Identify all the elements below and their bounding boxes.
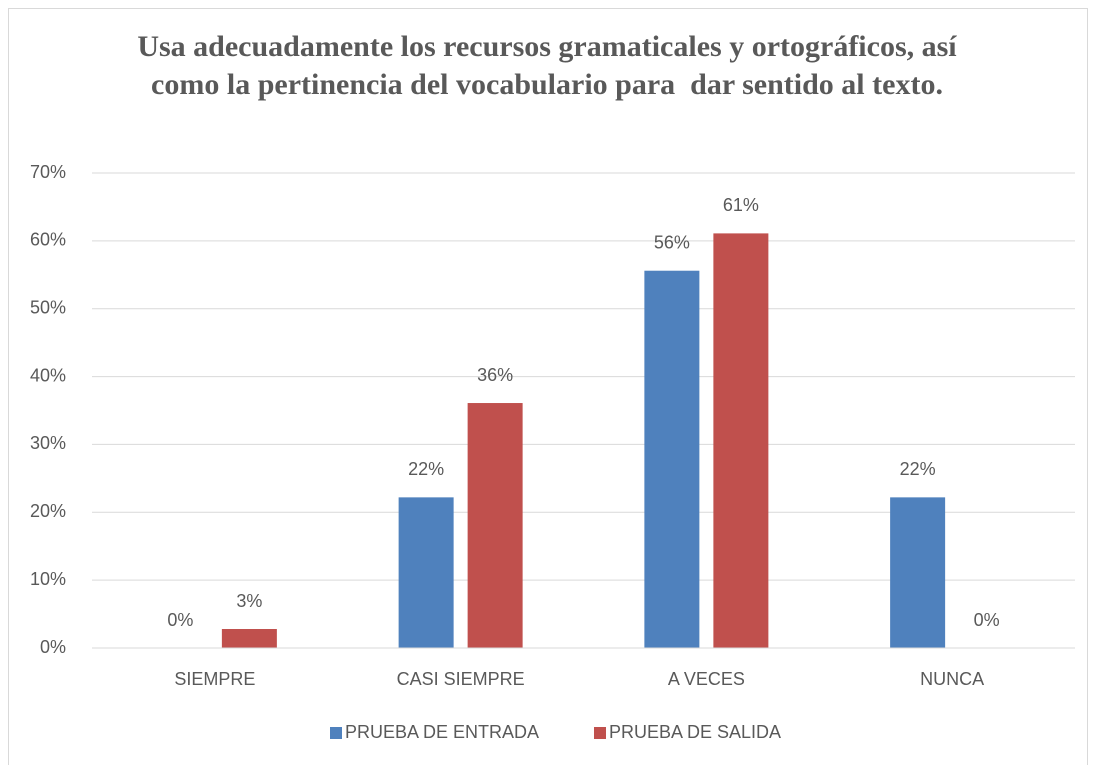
data-label: 22% xyxy=(900,459,936,479)
y-tick-label: 0% xyxy=(40,637,66,657)
x-tick-label: CASI SIEMPRE xyxy=(397,669,525,689)
legend-swatch xyxy=(330,727,342,739)
legend-label: PRUEBA DE ENTRADA xyxy=(345,722,539,742)
data-label: 61% xyxy=(723,195,759,215)
bar xyxy=(221,629,277,648)
bar xyxy=(644,270,700,648)
y-tick-label: 50% xyxy=(30,297,66,317)
y-tick-label: 60% xyxy=(30,230,66,250)
data-label: 36% xyxy=(477,365,513,385)
bar xyxy=(890,497,946,648)
data-label: 22% xyxy=(408,459,444,479)
data-label: 0% xyxy=(974,610,1000,630)
bar xyxy=(713,233,769,648)
bar xyxy=(467,403,523,648)
legend-label: PRUEBA DE SALIDA xyxy=(609,722,781,742)
x-tick-label: A VECES xyxy=(668,669,745,689)
y-tick-label: 10% xyxy=(30,569,66,589)
data-label: 3% xyxy=(236,591,262,611)
y-tick-label: 30% xyxy=(30,433,66,453)
y-tick-label: 20% xyxy=(30,501,66,521)
x-tick-label: SIEMPRE xyxy=(174,669,255,689)
data-label: 0% xyxy=(167,610,193,630)
data-label: 56% xyxy=(654,232,690,252)
y-tick-label: 70% xyxy=(30,162,66,182)
y-tick-label: 40% xyxy=(30,365,66,385)
x-tick-label: NUNCA xyxy=(920,669,984,689)
legend-swatch xyxy=(594,727,606,739)
chart-frame xyxy=(8,8,1088,765)
bar xyxy=(398,497,454,648)
chart-title: Usa adecuadamente los recursos gramatica… xyxy=(137,30,965,101)
